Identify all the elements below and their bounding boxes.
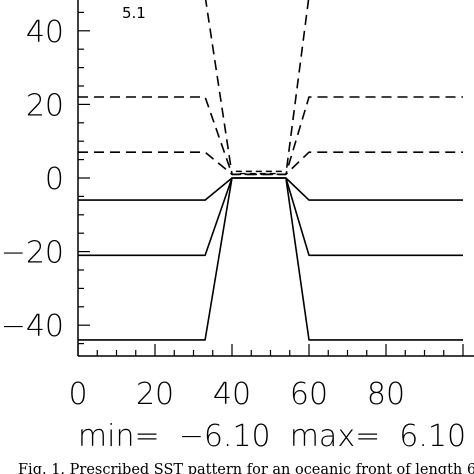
x-tick-labels: 0 20 40 60 80	[68, 377, 405, 412]
x-tick-label: 40	[213, 377, 251, 412]
x-tick-label: 60	[290, 377, 328, 412]
x-tick-label: 80	[367, 377, 405, 412]
min-max-summary: min= −6.10 max= 6.10	[78, 419, 466, 454]
contour-lines	[78, 0, 463, 341]
x-tick-label: 0	[68, 377, 87, 412]
y-tick-labels: 40 20 0 −20 −40	[1, 15, 64, 344]
y-tick-label: −20	[1, 236, 64, 271]
contour-line-3	[78, 151, 463, 176]
contour-line-5	[78, 177, 463, 257]
contour-label: 5.1	[122, 4, 146, 22]
contour-line-4	[78, 177, 463, 201]
x-tick-label: 20	[136, 377, 174, 412]
y-tick-label: 20	[26, 88, 64, 123]
y-tick-label: −40	[1, 309, 64, 344]
contour-line-2	[78, 96, 463, 176]
contour-line-6	[78, 177, 463, 341]
y-tick-label: 0	[45, 162, 64, 197]
contour-line-1	[204, 0, 310, 176]
figure-caption: Fig. 1. Prescribed SST pattern for an oc…	[18, 462, 474, 474]
y-tick-label: 40	[26, 15, 64, 50]
plot-axes	[77, 0, 474, 357]
